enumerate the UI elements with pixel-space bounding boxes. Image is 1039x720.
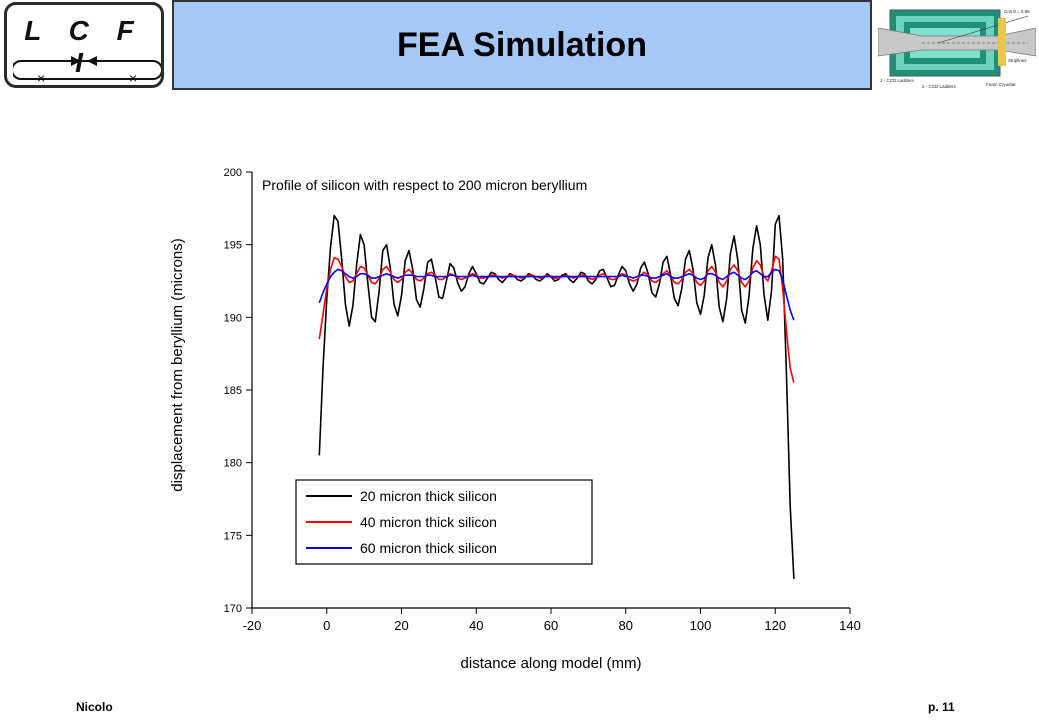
chart-legend: 20 micron thick silicon 40 micron thick s…	[295, 479, 593, 565]
x-tick-label: 20	[394, 618, 408, 633]
legend-label-2: 40 micron thick silicon	[360, 514, 497, 530]
label-ccd-ladders-2: 2 - CCD Ladders	[922, 84, 957, 89]
label-cos-theta: Cos θ = 0.96	[1004, 9, 1030, 14]
y-tick-label: 180	[224, 458, 242, 470]
x-tick-label: 120	[764, 618, 786, 633]
x-tick-label: 140	[839, 618, 861, 633]
y-tick-label: 185	[224, 385, 242, 397]
x-tick-label: -20	[243, 618, 262, 633]
footer-page-number: p. 11	[928, 700, 955, 714]
chart-series	[318, 214, 795, 579]
title-bar: FEA Simulation	[172, 0, 872, 90]
lcfi-logo: L C F I × ×	[4, 2, 164, 88]
logo-text: L C F I	[24, 15, 144, 78]
label-ccd-ladders-1: 1 - CCD Ladders	[880, 78, 915, 83]
series-line-2	[318, 255, 795, 383]
footer-author: Nicolo	[76, 700, 113, 714]
legend-label-3: 60 micron thick silicon	[360, 540, 497, 556]
x-tick-label: 100	[690, 618, 712, 633]
x-tick-label: 80	[619, 618, 633, 633]
chart-ticks: -20 0 20 40 60 80 100 120 140 170 175 180 185 190 195 2…	[224, 167, 861, 633]
series-line-3	[318, 268, 795, 321]
x-axis-label: distance along model (mm)	[461, 655, 642, 672]
svg-text:×: ×	[129, 70, 137, 83]
y-tick-label: 170	[224, 603, 242, 615]
label-foam-cryostat: Foam Cryostat	[986, 82, 1016, 87]
y-axis-label: displacement from beryllium (microns)	[169, 238, 186, 491]
displacement-chart: -20 0 20 40 60 80 100 120 140 170 175 180 185 190 195 2…	[169, 167, 861, 672]
y-tick-label: 175	[224, 530, 242, 542]
page-title: FEA Simulation	[397, 25, 647, 64]
legend-label-1: 20 micron thick silicon	[360, 488, 497, 504]
label-striplines: Striplines	[1008, 58, 1027, 63]
y-tick-label: 200	[224, 167, 242, 179]
series-line-1	[318, 214, 795, 579]
x-tick-label: 40	[469, 618, 483, 633]
svg-text:×: ×	[37, 70, 45, 83]
chart-annotation: Profile of silicon with respect to 200 m…	[262, 177, 587, 193]
y-tick-label: 190	[224, 312, 242, 324]
detector-diagram: Cos θ = 0.96 Striplines 1 - CCD Ladders …	[878, 9, 1036, 89]
x-tick-label: 0	[323, 618, 330, 633]
y-tick-label: 195	[224, 240, 242, 252]
x-tick-label: 60	[544, 618, 558, 633]
logo-beamline-icon: × ×	[13, 56, 161, 83]
